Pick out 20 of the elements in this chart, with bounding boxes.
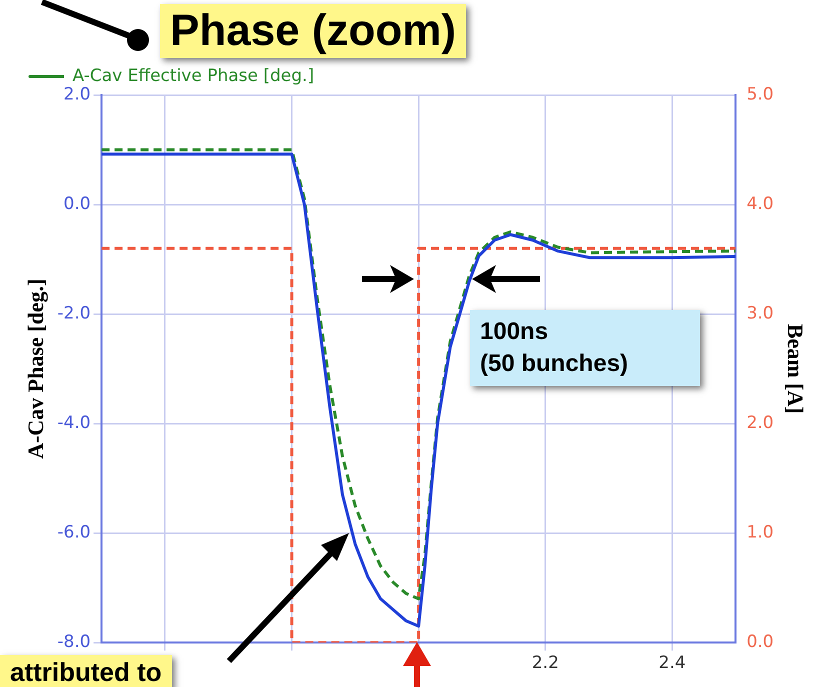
y-tick-label: -6.0 (57, 522, 91, 542)
y-tick-label: 0.0 (64, 194, 91, 214)
chart-title: Phase (zoom) (160, 4, 466, 58)
y-tick-label: 2.0 (64, 84, 91, 104)
y2-tick-label: 3.0 (746, 303, 774, 324)
callout-card: 100ns (50 bunches) (470, 310, 700, 386)
y2-tick-label: 0.0 (746, 632, 774, 652)
y-axis-title: A-Cav Phase [deg.] (22, 278, 48, 459)
y-tick-label: -2.0 (57, 303, 91, 324)
legend-label: A-Cav Effective Phase [deg.] (72, 66, 314, 86)
y2-tick-label: 5.0 (746, 84, 774, 104)
y-tick-label: -4.0 (57, 412, 91, 433)
text: attributed to (0, 655, 172, 687)
y2-tick-label: 4.0 (746, 194, 774, 214)
y2-tick-label: 2.0 (746, 412, 774, 433)
y2-axis-title: Beam [A] (783, 324, 808, 414)
x-tick-label: 2.2 (532, 653, 559, 674)
x-tick-label: 2.4 (658, 653, 686, 674)
y2-tick-label: 1.0 (746, 522, 774, 542)
y-tick-label: -8.0 (57, 632, 91, 652)
